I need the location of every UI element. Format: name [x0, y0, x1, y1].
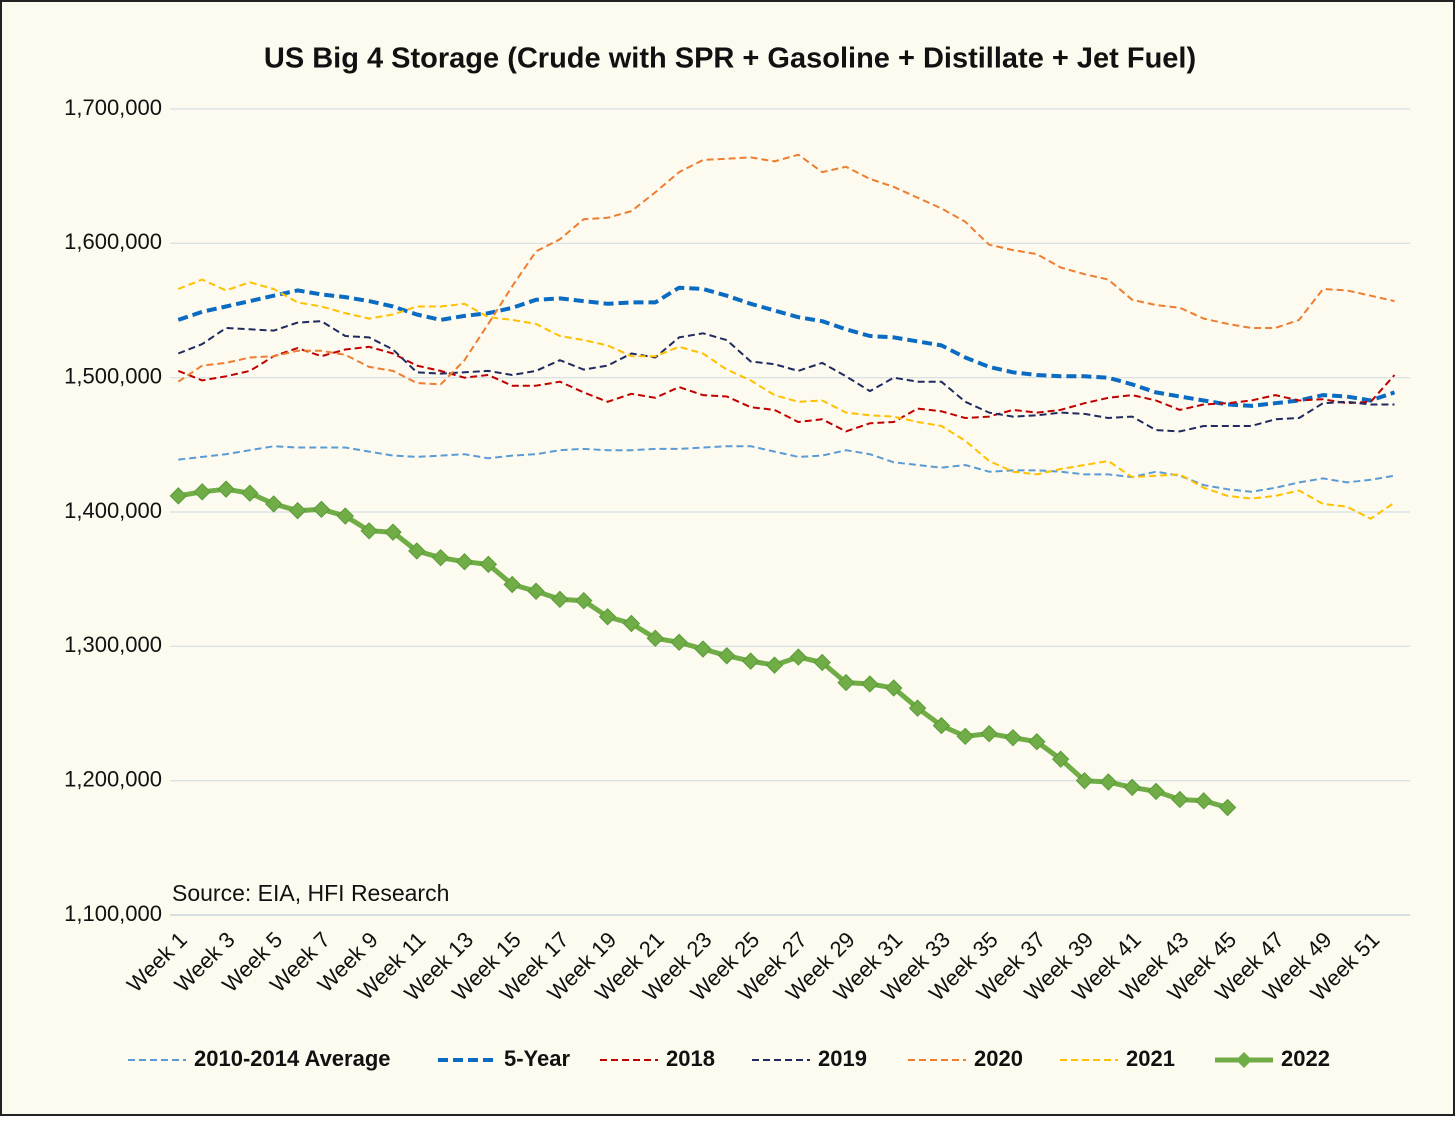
data-point — [1051, 750, 1070, 768]
data-point — [1218, 798, 1237, 817]
data-point — [431, 548, 450, 567]
data-point — [789, 648, 808, 666]
data-point — [694, 640, 712, 658]
series-line — [177, 345, 1396, 433]
source-note: Source: EIA, HFI Research — [172, 880, 449, 906]
data-point — [670, 633, 688, 652]
data-point — [622, 614, 641, 633]
legend-label: 2010-2014 Average — [194, 1046, 391, 1071]
data-point — [646, 629, 664, 647]
data-point — [455, 552, 474, 571]
data-point — [718, 647, 736, 665]
legend-label: 5-Year — [504, 1046, 570, 1071]
data-point — [1028, 733, 1046, 751]
data-point — [312, 500, 331, 519]
data-point — [479, 555, 498, 574]
series-line — [177, 320, 1395, 433]
data-point — [1171, 790, 1189, 809]
data-point — [408, 542, 426, 560]
data-point — [503, 575, 521, 594]
data-point — [908, 699, 927, 717]
data-point — [384, 523, 402, 541]
data-point — [1123, 778, 1141, 797]
series-line — [177, 285, 1396, 408]
legend-label: 2021 — [1126, 1046, 1175, 1071]
series-line — [177, 153, 1395, 386]
data-point — [813, 653, 831, 672]
data-point — [169, 487, 188, 505]
legend-label: 2018 — [666, 1046, 715, 1071]
data-point — [1004, 728, 1022, 747]
data-point — [837, 673, 855, 692]
data-point — [241, 484, 259, 502]
legend-label: 2022 — [1281, 1046, 1330, 1071]
legend-marker — [1236, 1052, 1252, 1068]
data-point — [288, 501, 307, 520]
data-point — [1099, 773, 1118, 791]
y-tick-label: 1,200,000 — [64, 766, 162, 791]
data-point — [980, 724, 998, 743]
data-point — [885, 679, 903, 697]
data-point — [932, 716, 951, 735]
data-point — [265, 495, 283, 513]
y-tick-label: 1,400,000 — [64, 498, 162, 523]
data-point — [360, 522, 378, 540]
data-point — [741, 652, 760, 670]
data-point — [336, 507, 354, 525]
data-point — [1147, 782, 1165, 801]
data-point — [193, 483, 211, 501]
chart-title: US Big 4 Storage (Crude with SPR + Gasol… — [264, 43, 1196, 75]
data-point — [956, 727, 974, 746]
y-tick-label: 1,100,000 — [64, 901, 162, 926]
y-tick-label: 1,300,000 — [64, 632, 162, 657]
series-line — [177, 278, 1396, 520]
data-point — [598, 608, 617, 626]
data-point — [217, 480, 235, 498]
y-tick-label: 1,500,000 — [64, 363, 162, 388]
data-point — [765, 656, 784, 674]
y-tick-label: 1,600,000 — [64, 229, 162, 254]
data-point — [861, 675, 879, 693]
data-point — [1075, 771, 1094, 790]
data-point — [551, 590, 569, 609]
legend-label: 2020 — [974, 1046, 1023, 1071]
y-tick-label: 1,700,000 — [64, 95, 162, 120]
data-point — [575, 591, 593, 610]
data-point — [527, 582, 545, 600]
legend-label: 2019 — [818, 1046, 867, 1071]
data-point — [1195, 792, 1213, 810]
